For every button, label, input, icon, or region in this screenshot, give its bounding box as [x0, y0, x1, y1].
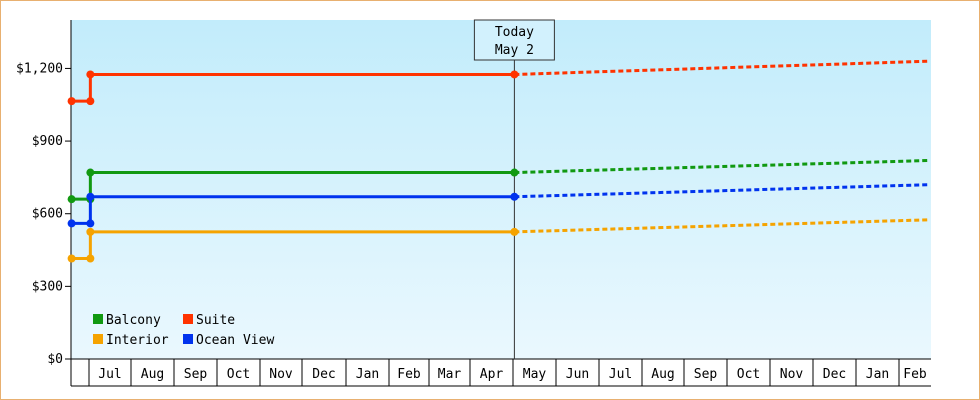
- series-interior-point-3: [510, 227, 519, 236]
- today-date: May 2: [495, 43, 534, 58]
- series-balcony-point-2: [86, 168, 95, 177]
- series-ocean-view-point-0: [67, 219, 76, 228]
- x-tick-label-5: Dec: [312, 367, 335, 382]
- legend-swatch-balcony: [93, 314, 103, 324]
- series-balcony-point-0: [67, 195, 76, 204]
- series-suite-line: [71, 72, 515, 103]
- series-interior-point-0: [67, 254, 76, 263]
- legend-swatch-interior: [93, 334, 103, 344]
- legend-swatch-suite: [183, 314, 193, 324]
- legend-label-ocean-view: Ocean View: [196, 333, 274, 348]
- legend-label-suite: Suite: [196, 313, 235, 328]
- x-tick-label-7: Feb: [397, 367, 421, 382]
- x-tick-label-12: Jul: [609, 367, 632, 382]
- today-label: Today: [495, 25, 534, 40]
- x-tick-label-1: Aug: [141, 367, 164, 382]
- y-tick-label-1: $300: [32, 279, 63, 294]
- series-ocean-view-point-1: [86, 219, 95, 228]
- y-tick-label-2: $600: [32, 207, 63, 222]
- legend-swatch-ocean-view: [183, 334, 193, 344]
- series-balcony-line: [71, 171, 515, 201]
- today-box: [473, 19, 555, 61]
- x-tick-label-8: Mar: [438, 367, 462, 382]
- series-suite-point-3: [510, 70, 519, 79]
- x-tick-label-4: Nov: [269, 367, 293, 382]
- legend-label-interior: Interior: [106, 333, 169, 348]
- x-tick-label-3: Oct: [227, 367, 250, 382]
- x-tick-label-14: Sep: [694, 367, 718, 382]
- series-ocean-view-point-2: [86, 192, 95, 201]
- series-interior-point-2: [86, 227, 95, 236]
- series-balcony-point-3: [510, 168, 519, 177]
- series-ocean-view-point-3: [510, 192, 519, 201]
- x-tick-label-2: Sep: [184, 367, 208, 382]
- x-tick-label-9: Apr: [480, 367, 504, 382]
- x-tick-label-11: Jun: [566, 367, 589, 382]
- series-suite-point-2: [86, 70, 95, 79]
- x-tick-label-10: May: [523, 367, 547, 382]
- x-tick-label-13: Aug: [651, 367, 674, 382]
- y-tick-label-0: $0: [47, 352, 63, 367]
- series-ocean-view-line: [71, 195, 515, 225]
- x-tick-label-18: Jan: [866, 367, 889, 382]
- series-suite-forecast: [514, 59, 930, 76]
- series-suite-point-1: [86, 97, 95, 106]
- x-tick-label-16: Nov: [780, 367, 804, 382]
- x-tick-label-6: Jan: [356, 367, 379, 382]
- legend-label-balcony: Balcony: [106, 313, 161, 328]
- x-tick-label-15: Oct: [737, 367, 760, 382]
- x-tick-label-17: Dec: [823, 367, 846, 382]
- series-interior-line: [71, 230, 515, 261]
- plot-background: [71, 20, 931, 359]
- series-balcony-forecast: [514, 158, 930, 175]
- series-suite-point-0: [67, 97, 76, 106]
- x-tick-label-0: Jul: [98, 367, 121, 382]
- y-tick-label-4: $1,200: [16, 61, 63, 76]
- series-ocean-view-forecast: [514, 183, 930, 199]
- series-interior-point-1: [86, 254, 95, 263]
- y-tick-label-3: $900: [32, 134, 63, 149]
- series-interior-forecast: [514, 218, 930, 234]
- x-tick-label-19: Feb: [903, 367, 927, 382]
